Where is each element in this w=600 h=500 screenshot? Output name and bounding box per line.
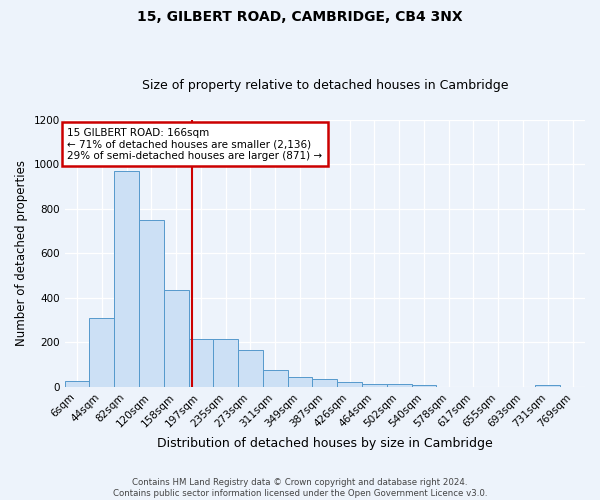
Bar: [139, 220, 164, 387]
Bar: [188, 339, 214, 387]
Bar: [362, 384, 387, 387]
Bar: [114, 171, 139, 387]
Text: 15, GILBERT ROAD, CAMBRIDGE, CB4 3NX: 15, GILBERT ROAD, CAMBRIDGE, CB4 3NX: [137, 10, 463, 24]
Bar: [412, 384, 436, 387]
Bar: [287, 377, 313, 387]
Text: 15 GILBERT ROAD: 166sqm
← 71% of detached houses are smaller (2,136)
29% of semi: 15 GILBERT ROAD: 166sqm ← 71% of detache…: [67, 128, 322, 161]
Bar: [535, 384, 560, 387]
Bar: [65, 382, 89, 387]
Y-axis label: Number of detached properties: Number of detached properties: [15, 160, 28, 346]
Bar: [214, 339, 238, 387]
Title: Size of property relative to detached houses in Cambridge: Size of property relative to detached ho…: [142, 79, 508, 92]
Bar: [337, 382, 362, 387]
Bar: [238, 350, 263, 387]
Bar: [164, 290, 188, 387]
Bar: [313, 379, 337, 387]
Text: Contains HM Land Registry data © Crown copyright and database right 2024.
Contai: Contains HM Land Registry data © Crown c…: [113, 478, 487, 498]
X-axis label: Distribution of detached houses by size in Cambridge: Distribution of detached houses by size …: [157, 437, 493, 450]
Bar: [263, 370, 287, 387]
Bar: [89, 318, 114, 387]
Bar: [387, 384, 412, 387]
